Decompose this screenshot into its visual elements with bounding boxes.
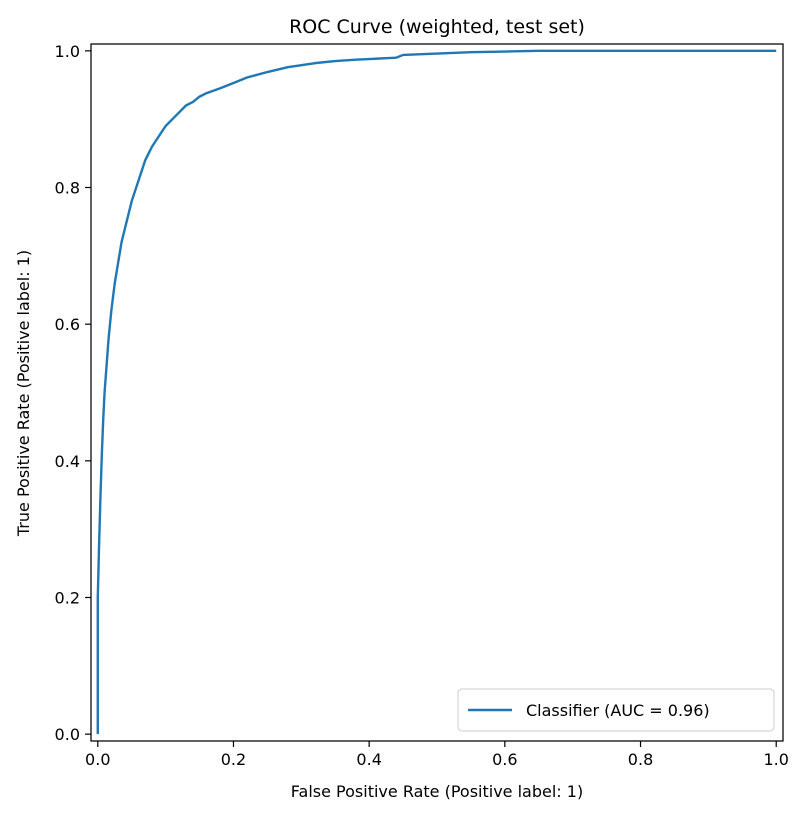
legend-label-classifier: Classifier (AUC = 0.96)	[526, 701, 710, 720]
plot-frame	[90, 43, 784, 742]
chart-title: ROC Curve (weighted, test set)	[289, 16, 585, 38]
y-tick-label: 0.4	[55, 452, 80, 471]
y-tick-label: 0.2	[55, 589, 80, 608]
x-tick-label: 0.8	[628, 750, 653, 769]
legend-box	[457, 688, 775, 732]
x-tick-label: 0.2	[221, 750, 246, 769]
roc-curve-line	[96, 49, 777, 735]
x-tick-label: 0.4	[356, 750, 381, 769]
x-axis-ticks: 0.0 0.2 0.4 0.6 0.8 1.0	[85, 741, 789, 769]
y-tick-label: 0.8	[55, 179, 80, 198]
y-tick-label: 0.0	[55, 725, 80, 744]
x-tick-label: 0.0	[85, 750, 110, 769]
y-tick-label: 1.0	[55, 42, 80, 61]
x-tick-label: 0.6	[492, 750, 517, 769]
x-axis-label: False Positive Rate (Positive label: 1)	[291, 782, 583, 801]
legend: Classifier (AUC = 0.96)	[457, 688, 775, 732]
y-axis-ticks: 0.0 0.2 0.4 0.6 0.8 1.0	[55, 42, 91, 744]
x-tick-label: 1.0	[763, 750, 788, 769]
y-axis-label: True Positive Rate (Positive label: 1)	[14, 250, 33, 537]
y-tick-label: 0.6	[55, 315, 80, 334]
